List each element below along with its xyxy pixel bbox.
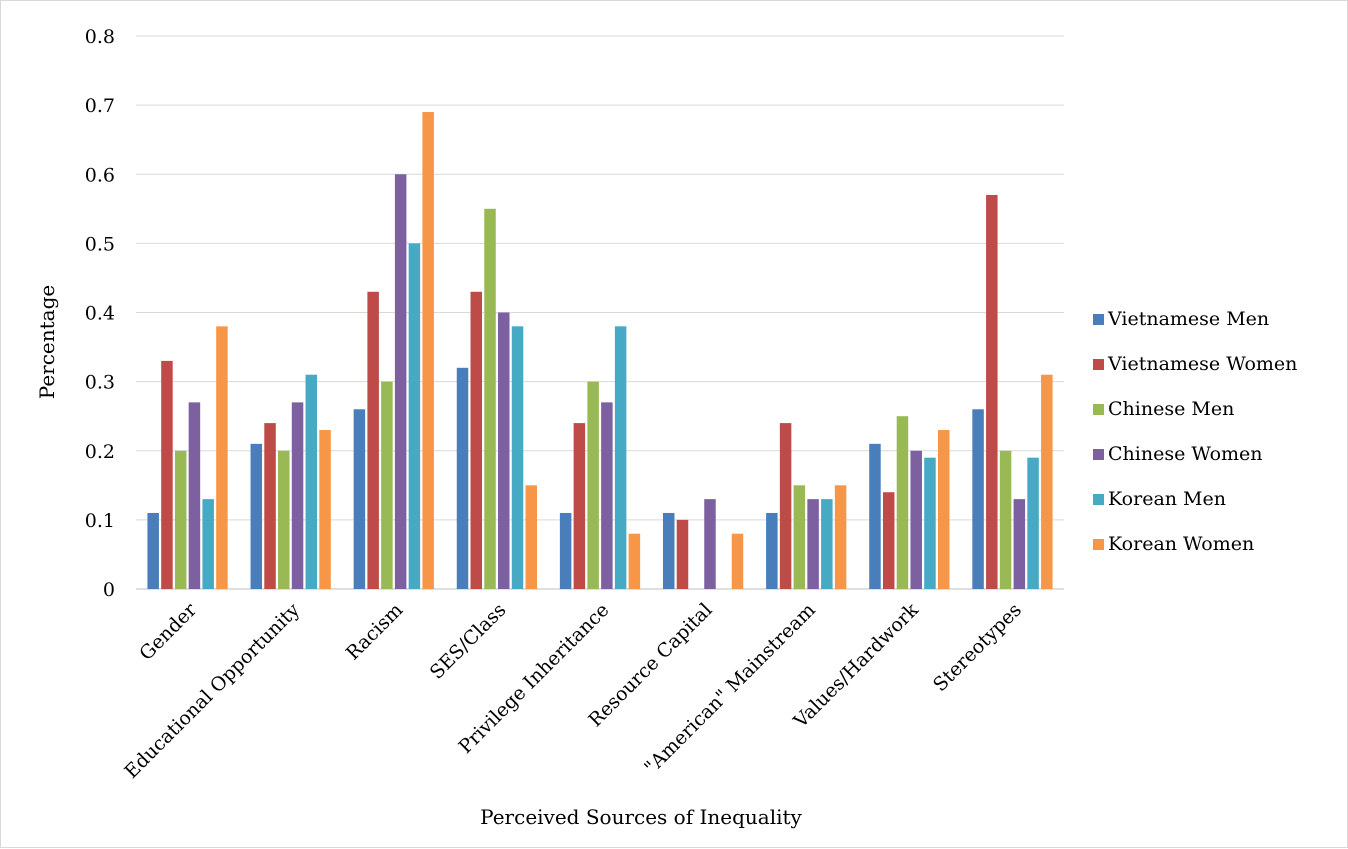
y-tick-label: 0.5 xyxy=(85,233,115,255)
bar-6-2 xyxy=(793,485,806,589)
bar-3-2 xyxy=(484,208,496,589)
bar-6-0 xyxy=(766,512,778,589)
bar-2-0 xyxy=(353,409,366,589)
x-tick-label: Racism xyxy=(342,599,407,664)
bar-6-3 xyxy=(807,499,819,589)
bar-0-4 xyxy=(202,499,214,589)
y-tick-label: 0.3 xyxy=(85,372,115,394)
legend: Vietnamese Men Vietnamese Women Chinese Me… xyxy=(1093,308,1297,555)
bar-6-5 xyxy=(834,485,847,589)
bar-4-2 xyxy=(587,381,599,589)
bar-7-2 xyxy=(896,416,909,589)
bar-8-3 xyxy=(1013,499,1026,589)
legend-label: Chinese Men xyxy=(1108,398,1234,420)
bar-2-4 xyxy=(408,243,421,589)
x-tick-label: Educational Opportunity xyxy=(120,599,304,783)
x-tick-label: SES/Class xyxy=(426,599,511,684)
x-tick-label: Stereotypes xyxy=(929,599,1026,696)
bar-0-5 xyxy=(216,326,228,589)
bar-1-2 xyxy=(278,450,290,589)
bars xyxy=(147,112,1053,590)
legend-swatch xyxy=(1093,404,1104,415)
bar-4-3 xyxy=(601,402,613,589)
y-tick-label: 0.4 xyxy=(85,303,115,325)
legend-swatch xyxy=(1093,449,1104,460)
y-tick-label: 0.1 xyxy=(85,510,115,532)
bar-1-5 xyxy=(319,430,331,589)
bar-0-1 xyxy=(161,360,173,589)
bar-8-0 xyxy=(972,409,984,589)
legend-swatch xyxy=(1093,539,1104,550)
bar-0-3 xyxy=(188,402,201,589)
legend-label: Korean Women xyxy=(1108,533,1254,555)
bar-7-5 xyxy=(937,430,950,589)
bar-1-0 xyxy=(250,443,263,589)
bar-0-2 xyxy=(174,450,187,589)
bar-2-5 xyxy=(422,112,434,589)
bar-7-4 xyxy=(924,457,936,589)
bar-6-1 xyxy=(779,423,792,589)
bar-2-2 xyxy=(381,381,393,589)
bar-6-4 xyxy=(821,499,833,589)
bar-7-0 xyxy=(869,443,881,589)
bar-3-0 xyxy=(456,367,469,589)
bar-2-1 xyxy=(367,291,379,589)
y-tick-label: 0.2 xyxy=(85,441,115,463)
bar-8-1 xyxy=(986,194,998,590)
bar-4-4 xyxy=(614,326,627,589)
bar-1-1 xyxy=(264,423,276,589)
bar-4-1 xyxy=(573,423,586,589)
bar-5-5 xyxy=(731,533,744,589)
y-tick-label: 0.8 xyxy=(85,26,115,48)
bar-1-4 xyxy=(305,374,318,589)
bar-4-5 xyxy=(628,533,641,589)
gridlines xyxy=(136,35,1064,590)
legend-swatch xyxy=(1093,494,1104,505)
bar-8-2 xyxy=(999,450,1012,589)
legend-swatch xyxy=(1093,314,1104,325)
legend-label: Korean Men xyxy=(1108,488,1226,510)
y-tick-label: 0 xyxy=(103,579,115,601)
bar-2-3 xyxy=(394,174,407,589)
bar-7-1 xyxy=(882,492,895,589)
bar-0-0 xyxy=(147,512,159,589)
y-axis-title: Percentage xyxy=(35,285,59,399)
bar-7-3 xyxy=(910,450,922,589)
bar-3-4 xyxy=(511,326,524,589)
legend-label: Vietnamese Women xyxy=(1107,353,1297,375)
bar-5-3 xyxy=(704,499,716,589)
x-axis-title: Perceived Sources of Inequality xyxy=(480,805,802,829)
bar-5-0 xyxy=(662,512,675,589)
bar-4-0 xyxy=(559,512,572,589)
bar-1-3 xyxy=(291,402,304,589)
bar-3-3 xyxy=(498,312,510,589)
legend-swatch xyxy=(1093,359,1104,370)
bar-3-5 xyxy=(525,485,538,589)
bar-8-5 xyxy=(1041,374,1053,589)
x-tick-label: Gender xyxy=(135,598,202,665)
bar-8-4 xyxy=(1027,457,1039,589)
y-tick-label: 0.6 xyxy=(85,164,115,186)
x-tick-label: "American" Mainstream xyxy=(640,599,820,779)
y-axis-tick-labels: 0 0.1 0.2 0.3 0.4 0.5 0.6 0.7 0.8 xyxy=(85,26,115,601)
legend-label: Chinese Women xyxy=(1108,443,1263,465)
bar-5-1 xyxy=(676,519,689,589)
bar-3-1 xyxy=(470,291,483,589)
y-tick-label: 0.7 xyxy=(85,95,115,117)
legend-label: Vietnamese Men xyxy=(1107,308,1269,330)
